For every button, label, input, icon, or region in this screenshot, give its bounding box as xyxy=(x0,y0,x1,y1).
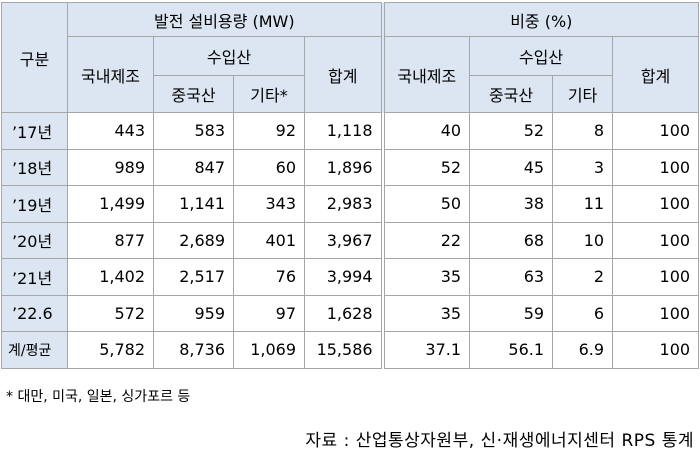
cell: 8 xyxy=(552,112,614,150)
row-label: 계/평균 xyxy=(1,331,68,369)
cell: 1,499 xyxy=(67,185,154,223)
cell: 1,896 xyxy=(303,148,384,186)
column-header: 중국산 xyxy=(153,75,234,113)
cell: 38 xyxy=(469,185,554,223)
table-row: ’20년 877 2,689 401 3,967 22 68 10 100 xyxy=(1,221,700,259)
row-label: ’22.6 xyxy=(1,294,68,332)
cell: 52 xyxy=(469,112,554,150)
cell: 959 xyxy=(153,294,234,332)
group-header: 발전 설비용량 (MW) xyxy=(66,2,384,37)
cell: 59 xyxy=(469,294,554,332)
table-row: ’22.6 572 959 97 1,628 35 59 6 100 xyxy=(1,294,700,332)
cell: 68 xyxy=(469,221,554,259)
table-row: 계/평균 5,782 8,736 1,069 15,586 37.1 56.1 6.9 100 xyxy=(1,331,700,369)
cell: 583 xyxy=(153,112,234,150)
cell: 100 xyxy=(612,221,700,259)
cell: 443 xyxy=(67,112,154,150)
column-header: 수입산 xyxy=(469,36,614,76)
group-header: 비중 (%) xyxy=(380,2,700,37)
cell: 92 xyxy=(233,112,305,150)
cell: 2,983 xyxy=(303,185,384,223)
cell: 76 xyxy=(233,258,305,296)
cell: 63 xyxy=(469,258,554,296)
cell: 52 xyxy=(380,148,471,186)
cell: 10 xyxy=(552,221,614,259)
table-row: ’19년 1,499 1,141 343 2,983 50 38 11 100 xyxy=(1,185,700,223)
cell: 50 xyxy=(380,185,471,223)
cell: 22 xyxy=(380,221,471,259)
column-header: 수입산 xyxy=(153,36,305,76)
cell: 572 xyxy=(67,294,154,332)
row-label-header: 구분 xyxy=(1,2,68,113)
cell: 1,069 xyxy=(233,331,305,369)
cell: 1,118 xyxy=(303,112,384,150)
cell: 2 xyxy=(552,258,614,296)
cell: 2,517 xyxy=(153,258,234,296)
cell: 35 xyxy=(380,294,471,332)
cell: 2,689 xyxy=(153,221,234,259)
column-header: 국내제조 xyxy=(67,36,154,113)
table-row: ’21년 1,402 2,517 76 3,994 35 63 2 100 xyxy=(1,258,700,296)
cell: 100 xyxy=(612,294,700,332)
cell: 35 xyxy=(380,258,471,296)
cell: 5,782 xyxy=(67,331,154,369)
cell: 3,967 xyxy=(303,221,384,259)
column-header: 기타* xyxy=(233,75,305,113)
cell: 1,628 xyxy=(303,294,384,332)
cell: 100 xyxy=(612,258,700,296)
data-table: 구분 발전 설비용량 (MW) 비중 (%) 국내제조 수입산 합계 국내제조 … xyxy=(1,2,700,369)
cell: 6.9 xyxy=(552,331,614,369)
cell: 56.1 xyxy=(469,331,554,369)
source: 자료 : 산업통상자원부, 신·재생에너지센터 RPS 통계 xyxy=(305,431,694,451)
column-header: 중국산 xyxy=(469,75,554,113)
cell: 45 xyxy=(469,148,554,186)
cell: 1,402 xyxy=(67,258,154,296)
column-header: 국내제조 xyxy=(380,36,471,113)
cell: 343 xyxy=(233,185,305,223)
cell: 60 xyxy=(233,148,305,186)
cell: 3,994 xyxy=(303,258,384,296)
cell: 100 xyxy=(612,331,700,369)
cell: 97 xyxy=(233,294,305,332)
cell: 100 xyxy=(612,148,700,186)
cell: 989 xyxy=(67,148,154,186)
row-label: ’19년 xyxy=(1,185,68,223)
column-header: 합계 xyxy=(612,36,700,113)
row-label: ’18년 xyxy=(1,148,68,186)
cell: 401 xyxy=(233,221,305,259)
cell: 3 xyxy=(552,148,614,186)
cell: 40 xyxy=(380,112,471,150)
cell: 100 xyxy=(612,185,700,223)
cell: 15,586 xyxy=(303,331,384,369)
cell: 1,141 xyxy=(153,185,234,223)
table-row: ’17년 443 583 92 1,118 40 52 8 100 xyxy=(1,112,700,150)
cell: 877 xyxy=(67,221,154,259)
cell: 8,736 xyxy=(153,331,234,369)
column-header: 합계 xyxy=(303,36,384,113)
cell: 847 xyxy=(153,148,234,186)
footnote: * 대만, 미국, 일본, 싱가포르 등 xyxy=(6,389,191,405)
column-header: 기타 xyxy=(552,75,614,113)
row-label: ’21년 xyxy=(1,258,68,296)
table-row: ’18년 989 847 60 1,896 52 45 3 100 xyxy=(1,148,700,186)
row-label: ’20년 xyxy=(1,221,68,259)
cell: 37.1 xyxy=(380,331,471,369)
table-body: ’17년 443 583 92 1,118 40 52 8 100’18년 989 847 60 1,8… xyxy=(1,112,700,369)
cell: 100 xyxy=(612,112,700,150)
row-label: ’17년 xyxy=(1,112,68,150)
cell: 6 xyxy=(552,294,614,332)
cell: 11 xyxy=(552,185,614,223)
